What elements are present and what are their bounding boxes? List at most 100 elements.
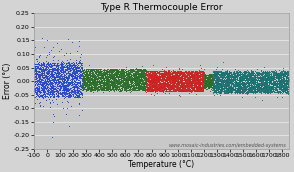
Point — [210, 87, 215, 90]
Point — [227, 77, 231, 80]
Point — [76, 95, 80, 97]
Point — [90, 82, 95, 85]
Point — [213, 81, 218, 84]
Point — [259, 80, 264, 83]
Point — [51, 84, 55, 87]
Point — [250, 85, 255, 88]
Point — [215, 77, 220, 80]
Point — [113, 84, 118, 87]
Point — [71, 85, 76, 88]
Point — [63, 78, 67, 81]
Point — [99, 77, 104, 80]
Point — [136, 85, 140, 88]
Point — [162, 88, 166, 91]
Point — [201, 76, 205, 79]
Point — [151, 80, 156, 82]
Point — [262, 88, 266, 90]
Point — [60, 67, 65, 70]
Point — [221, 75, 226, 78]
Point — [164, 87, 168, 90]
Point — [247, 80, 252, 83]
Point — [236, 73, 241, 76]
Point — [214, 83, 219, 86]
Point — [201, 76, 206, 79]
Point — [270, 78, 274, 81]
Point — [45, 72, 50, 74]
Point — [155, 87, 159, 90]
Point — [210, 83, 215, 86]
Point — [73, 83, 77, 86]
Point — [270, 84, 275, 87]
Point — [245, 90, 250, 93]
Point — [77, 68, 81, 71]
Point — [254, 82, 259, 84]
Point — [189, 73, 194, 76]
Point — [244, 72, 249, 75]
Point — [235, 84, 239, 86]
Point — [201, 75, 206, 77]
Point — [45, 83, 50, 86]
Point — [211, 82, 216, 85]
Point — [250, 86, 255, 88]
Point — [64, 75, 68, 78]
Point — [203, 72, 208, 75]
Point — [226, 83, 230, 86]
Point — [72, 65, 76, 68]
Point — [82, 71, 86, 74]
Point — [55, 75, 60, 78]
Point — [143, 82, 148, 85]
Point — [59, 61, 63, 64]
Point — [193, 82, 197, 85]
Point — [165, 72, 169, 75]
Point — [96, 70, 101, 73]
Point — [230, 75, 234, 77]
Point — [242, 82, 246, 85]
Point — [138, 79, 143, 82]
Point — [51, 101, 56, 104]
Point — [121, 80, 125, 82]
Point — [101, 84, 105, 87]
Point — [134, 77, 139, 80]
Point — [241, 87, 246, 90]
Point — [46, 69, 51, 72]
Point — [160, 78, 165, 80]
Point — [271, 72, 276, 75]
Point — [194, 72, 199, 75]
Point — [83, 86, 88, 89]
Point — [103, 82, 108, 84]
Point — [189, 77, 194, 80]
Point — [141, 69, 145, 72]
Point — [283, 86, 288, 89]
Point — [214, 72, 219, 74]
Point — [75, 90, 80, 92]
Point — [215, 82, 220, 85]
Point — [37, 67, 42, 70]
Point — [45, 38, 50, 41]
Point — [207, 80, 212, 82]
Point — [51, 91, 56, 94]
Point — [119, 74, 124, 77]
Point — [247, 74, 252, 77]
Point — [200, 78, 205, 81]
Point — [179, 89, 184, 92]
Point — [285, 89, 290, 92]
Point — [192, 87, 197, 90]
Point — [108, 77, 112, 80]
Point — [286, 81, 290, 84]
Point — [136, 85, 141, 88]
Point — [215, 77, 220, 80]
Point — [144, 83, 148, 86]
Point — [175, 81, 179, 84]
Point — [54, 73, 59, 76]
Point — [138, 72, 143, 75]
Point — [169, 77, 174, 80]
Point — [171, 76, 176, 79]
Point — [166, 71, 171, 73]
Point — [216, 73, 220, 76]
Point — [196, 83, 200, 86]
Point — [86, 68, 90, 71]
Point — [111, 79, 116, 82]
Point — [238, 76, 243, 79]
Point — [56, 74, 60, 76]
Point — [285, 82, 290, 85]
